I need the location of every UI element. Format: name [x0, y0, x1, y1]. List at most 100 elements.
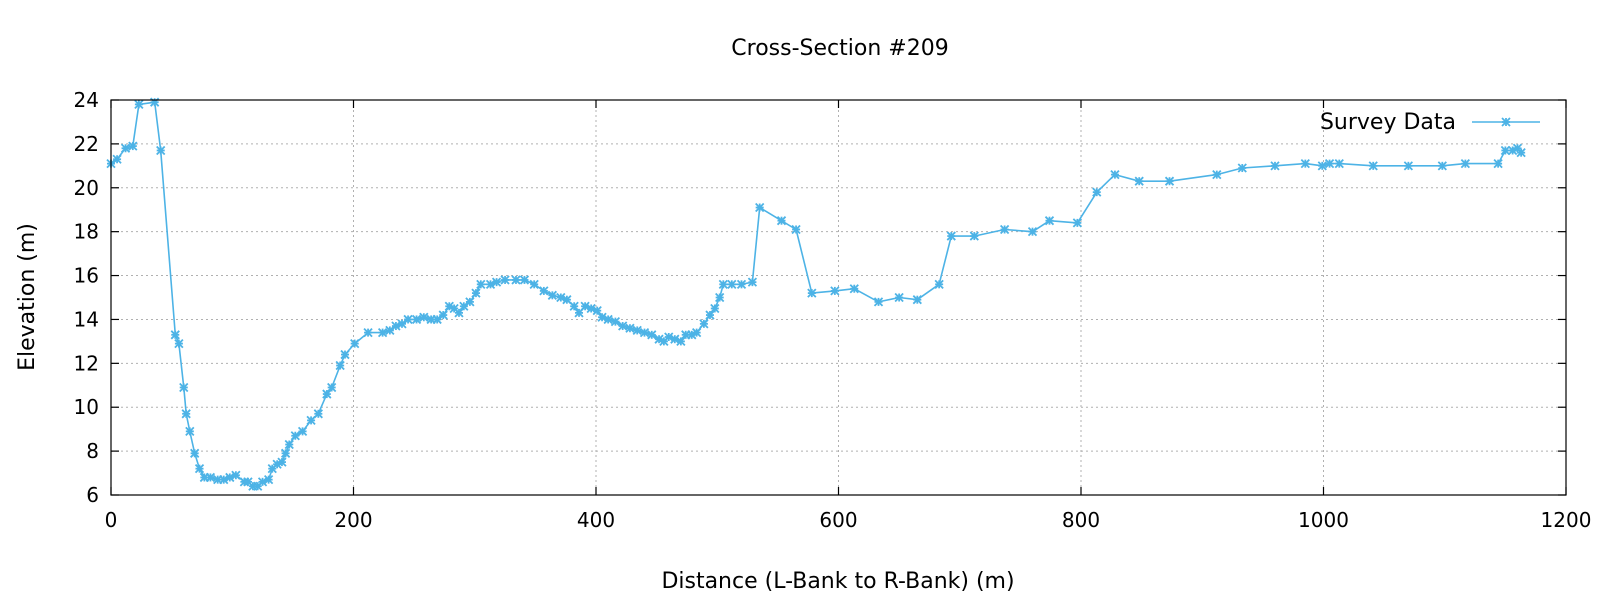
data-point: [205, 472, 216, 483]
y-tick-label: 14: [74, 307, 99, 331]
data-point: [438, 310, 448, 320]
data-point: [830, 286, 840, 296]
data-point: [999, 224, 1010, 235]
data-point: [181, 409, 191, 419]
y-tick-label: 10: [74, 395, 99, 419]
data-point: [134, 99, 144, 110]
data-point: [625, 323, 635, 333]
data-point: [1403, 161, 1414, 171]
data-point: [562, 295, 572, 305]
data-point: [736, 279, 747, 289]
data-point: [1270, 161, 1280, 171]
data-point: [946, 231, 956, 241]
data-point: [547, 290, 557, 300]
data-point: [1437, 161, 1447, 171]
y-tick-label: 12: [74, 351, 99, 375]
data-point: [313, 409, 323, 419]
chart-title: Cross-Section #209: [731, 36, 948, 61]
data-point: [592, 306, 602, 316]
y-tick-label: 22: [74, 132, 99, 156]
y-tick-label: 8: [86, 439, 99, 463]
data-point: [190, 448, 200, 458]
data-point: [618, 321, 628, 331]
data-point: [1334, 159, 1344, 169]
data-point: [873, 297, 884, 307]
data-point: [476, 279, 486, 289]
data-point: [569, 301, 579, 311]
x-tick-label: 1000: [1298, 508, 1349, 532]
data-point: [529, 279, 539, 289]
data-point: [397, 319, 407, 329]
data-point: [1460, 159, 1470, 169]
data-point: [519, 275, 530, 285]
x-axis-label: Distance (L-Bank to R-Bank) (m): [661, 569, 1014, 594]
data-point: [297, 426, 308, 436]
data-point: [419, 312, 429, 322]
grid-layer: [111, 100, 1566, 495]
data-point: [912, 295, 922, 305]
data-point: [632, 325, 642, 336]
data-point: [1500, 145, 1511, 156]
legend-marker-icon: [1501, 117, 1511, 127]
data-point: [454, 308, 464, 318]
data-point: [807, 288, 817, 298]
y-tick-label: 6: [86, 483, 99, 507]
data-point: [747, 277, 758, 287]
data-point: [610, 317, 621, 327]
data-point: [174, 338, 184, 349]
data-point: [1134, 176, 1144, 186]
data-point: [403, 314, 413, 325]
data-point: [1164, 176, 1175, 186]
data-point: [465, 297, 475, 307]
data-point: [290, 431, 300, 441]
y-tick-label: 16: [74, 264, 99, 288]
data-point: [185, 426, 195, 436]
data-point: [491, 277, 502, 287]
data-point: [194, 464, 205, 474]
data-point: [676, 336, 686, 347]
data-point: [263, 475, 274, 485]
data-point: [791, 224, 801, 235]
data-point: [718, 279, 728, 289]
data-point: [603, 314, 613, 325]
data-point: [1237, 163, 1247, 173]
data-point: [705, 310, 715, 320]
data-point: [1493, 159, 1503, 169]
legend-marker-glyph: [1501, 117, 1511, 127]
x-tick-label: 600: [819, 508, 857, 532]
data-point: [150, 97, 160, 107]
x-tick-label: 200: [334, 508, 372, 532]
legend: Survey Data: [1320, 110, 1540, 135]
x-tick-label: 1200: [1541, 508, 1592, 532]
data-point: [1110, 169, 1120, 180]
data-point: [170, 330, 180, 340]
x-tick-label: 0: [105, 508, 118, 532]
y-tick-label: 20: [74, 176, 99, 200]
data-point: [1044, 216, 1055, 226]
data-point: [511, 275, 521, 285]
y-tick-label: 24: [74, 88, 99, 112]
data-point: [934, 279, 944, 289]
data-point: [363, 327, 373, 338]
series-layer: [106, 97, 1526, 491]
data-point: [231, 470, 241, 480]
data-point: [350, 338, 360, 349]
y-axis-label: Elevation (m): [15, 223, 40, 371]
data-point: [1092, 187, 1102, 197]
data-point: [277, 457, 287, 467]
data-point: [284, 439, 294, 450]
data-point: [710, 303, 720, 314]
data-point: [776, 216, 787, 226]
data-point: [471, 288, 481, 298]
data-point: [500, 275, 510, 285]
data-point: [128, 141, 138, 151]
data-point: [1212, 169, 1222, 180]
data-point: [411, 314, 422, 325]
data-point: [327, 382, 337, 393]
data-point: [639, 327, 650, 338]
data-point: [306, 415, 316, 426]
data-point: [699, 319, 709, 329]
data-point: [1516, 148, 1526, 158]
